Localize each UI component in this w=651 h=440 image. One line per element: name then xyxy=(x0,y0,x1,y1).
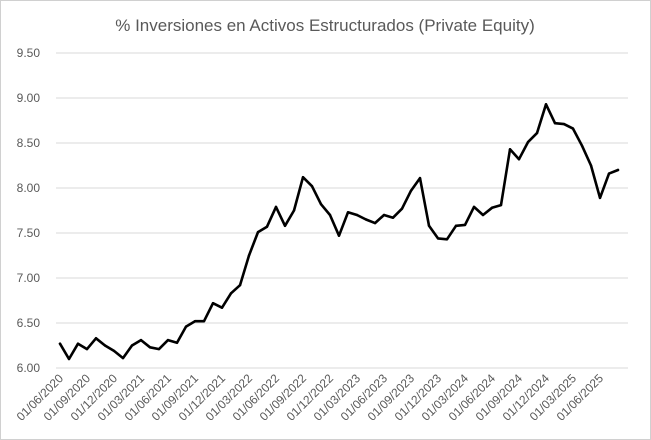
data-point xyxy=(472,205,476,209)
data-point xyxy=(229,292,233,295)
data-point xyxy=(400,207,404,210)
data-point xyxy=(265,225,269,228)
data-point xyxy=(508,148,512,151)
data-point xyxy=(445,238,449,241)
data-point xyxy=(247,254,251,257)
chart-title: % Inversiones en Activos Estructurados (… xyxy=(115,16,535,35)
data-point xyxy=(310,185,314,188)
data-point xyxy=(112,349,116,353)
data-point xyxy=(427,224,431,227)
data-point xyxy=(355,213,359,217)
data-point xyxy=(130,344,134,347)
data-point xyxy=(391,216,395,219)
y-tick-label: 7.50 xyxy=(17,226,41,240)
data-point xyxy=(535,131,539,135)
data-point xyxy=(301,176,305,179)
data-point xyxy=(67,357,71,361)
data-point xyxy=(463,223,467,227)
data-point xyxy=(346,211,350,214)
data-point xyxy=(580,144,584,147)
y-tick-label: 6.50 xyxy=(17,316,41,330)
data-point xyxy=(598,196,602,200)
data-point xyxy=(373,221,377,225)
data-point xyxy=(616,168,620,172)
y-tick-label: 8.00 xyxy=(17,181,41,195)
data-point xyxy=(499,203,503,207)
x-axis-tick-labels: 01/06/202001/09/202001/12/202001/03/2021… xyxy=(14,371,607,424)
data-point xyxy=(328,213,332,217)
data-point xyxy=(274,205,278,209)
data-point xyxy=(490,206,494,209)
data-point xyxy=(184,325,188,328)
data-point xyxy=(553,122,557,125)
series-layer xyxy=(58,103,620,361)
y-tick-label: 7.00 xyxy=(17,271,41,285)
data-point xyxy=(76,342,80,345)
data-point xyxy=(256,230,260,234)
data-point xyxy=(85,347,89,351)
data-point xyxy=(454,224,458,227)
data-point xyxy=(481,213,485,217)
y-axis-tick-labels: 6.00 6.50 7.00 7.50 8.00 8.50 9.00 9.50 xyxy=(17,46,41,375)
data-point xyxy=(589,164,593,167)
data-point xyxy=(517,158,521,161)
data-point xyxy=(211,302,215,305)
data-point xyxy=(562,122,566,126)
gridlines xyxy=(56,52,628,324)
data-point xyxy=(103,344,107,347)
y-tick-label: 9.50 xyxy=(17,46,41,60)
data-point xyxy=(319,203,323,206)
data-point xyxy=(337,234,341,237)
data-point xyxy=(364,218,368,221)
data-point xyxy=(238,284,242,287)
data-point xyxy=(607,172,611,175)
data-point xyxy=(409,189,413,192)
data-point xyxy=(157,347,161,351)
data-point xyxy=(526,140,530,144)
data-point xyxy=(418,176,422,180)
data-point xyxy=(544,103,548,106)
data-point xyxy=(382,213,386,217)
data-point xyxy=(166,338,170,342)
data-point xyxy=(436,237,440,240)
data-point xyxy=(58,342,62,345)
y-tick-label: 6.00 xyxy=(17,361,41,375)
data-point xyxy=(292,209,296,212)
data-point xyxy=(175,341,179,344)
data-point xyxy=(94,337,98,340)
y-tick-label: 8.50 xyxy=(17,136,41,150)
data-point xyxy=(148,346,152,349)
data-point xyxy=(220,306,224,309)
data-point xyxy=(121,356,125,360)
data-point xyxy=(283,224,287,227)
data-point xyxy=(139,338,143,342)
data-point xyxy=(193,320,197,323)
data-point xyxy=(202,320,206,323)
data-point xyxy=(571,127,575,130)
y-tick-label: 9.00 xyxy=(17,91,41,105)
